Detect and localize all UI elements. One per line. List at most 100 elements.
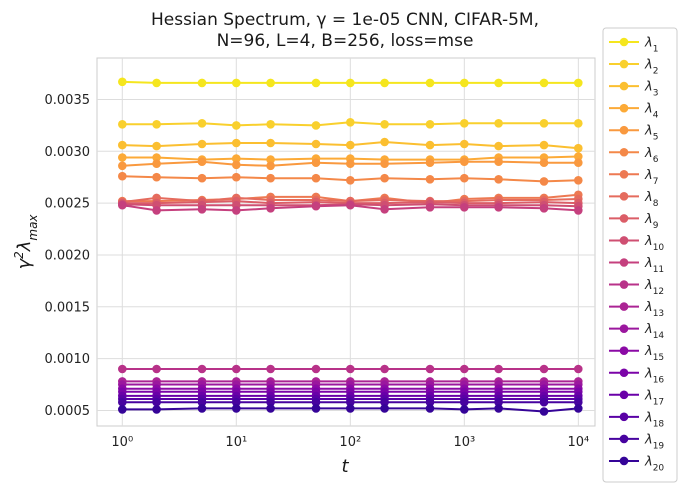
legend-marker bbox=[619, 192, 629, 201]
data-point bbox=[266, 155, 275, 164]
data-point bbox=[425, 158, 435, 167]
data-point bbox=[460, 405, 469, 414]
data-point bbox=[197, 139, 207, 149]
legend-marker bbox=[619, 412, 629, 422]
legend-entries: λ1λ2λ3λ4λ5λ6λ7λ8λ9λ10λ11λ12λ13λ14λ15λ16λ… bbox=[609, 36, 664, 473]
legend-marker bbox=[619, 390, 629, 400]
data-point bbox=[380, 120, 389, 129]
data-point bbox=[574, 143, 583, 153]
data-point bbox=[346, 404, 355, 413]
data-point bbox=[539, 158, 549, 167]
data-point bbox=[152, 405, 161, 414]
data-point bbox=[539, 140, 549, 150]
data-point bbox=[197, 78, 207, 88]
data-point bbox=[425, 175, 435, 184]
legend-frame bbox=[602, 27, 678, 483]
legend-marker bbox=[619, 59, 629, 69]
legend-marker bbox=[619, 280, 629, 289]
data-point bbox=[380, 137, 389, 147]
legend: λ1λ2λ3λ4λ5λ6λ7λ8λ9λ10λ11λ12λ13λ14λ15λ16λ… bbox=[602, 27, 678, 483]
data-point bbox=[152, 153, 161, 162]
axis-ticks: 10⁰ 10¹ 10² 10³ 10⁴ 0.0005 0.0010 0.0015 0.0020 0… bbox=[45, 93, 590, 450]
data-point bbox=[266, 364, 275, 374]
data-point bbox=[232, 206, 241, 215]
data-point bbox=[494, 78, 503, 88]
data-point bbox=[232, 172, 241, 182]
data-point bbox=[197, 205, 207, 214]
data-point bbox=[574, 119, 583, 128]
data-point bbox=[118, 161, 127, 171]
series-λ1 bbox=[118, 77, 583, 88]
data-point bbox=[380, 173, 389, 183]
data-point bbox=[346, 397, 355, 407]
data-point bbox=[539, 177, 549, 186]
data-point bbox=[574, 176, 583, 185]
legend-marker bbox=[619, 258, 629, 267]
data-point bbox=[197, 119, 207, 128]
data-point bbox=[574, 158, 583, 167]
data-point bbox=[425, 203, 435, 212]
data-point bbox=[197, 157, 207, 166]
data-point bbox=[152, 141, 161, 151]
x-tick-label: 10⁰ bbox=[111, 435, 133, 450]
data-point bbox=[380, 78, 389, 88]
y-tick-label: 0.0025 bbox=[45, 197, 91, 212]
data-point bbox=[494, 157, 503, 166]
data-point bbox=[494, 203, 503, 212]
legend-marker bbox=[619, 125, 629, 135]
data-point bbox=[494, 119, 503, 128]
data-point bbox=[494, 397, 503, 407]
data-point bbox=[425, 140, 435, 150]
legend-marker bbox=[619, 346, 629, 356]
data-point bbox=[574, 78, 583, 88]
legend-marker bbox=[619, 147, 629, 157]
data-point bbox=[574, 364, 583, 374]
data-point bbox=[118, 171, 127, 181]
data-point bbox=[197, 404, 207, 413]
data-point bbox=[118, 405, 127, 414]
series-λ3 bbox=[118, 137, 583, 153]
data-point bbox=[197, 397, 207, 407]
legend-marker bbox=[619, 324, 629, 333]
data-point bbox=[266, 138, 275, 148]
legend-marker bbox=[619, 81, 629, 91]
series-lines bbox=[118, 77, 583, 416]
x-tick-label: 10⁴ bbox=[567, 435, 589, 450]
y-axis-label: γ2λmax bbox=[12, 214, 40, 270]
data-point bbox=[460, 173, 469, 183]
data-point bbox=[494, 175, 503, 184]
data-point bbox=[152, 120, 161, 129]
data-point bbox=[311, 78, 321, 88]
data-point bbox=[539, 204, 549, 213]
data-point bbox=[266, 204, 275, 213]
series-λ6 bbox=[118, 171, 583, 186]
legend-marker bbox=[619, 368, 629, 378]
data-point bbox=[311, 404, 321, 413]
data-point bbox=[460, 119, 469, 128]
data-point bbox=[311, 139, 321, 149]
data-point bbox=[311, 201, 321, 211]
series-λ2 bbox=[118, 118, 583, 130]
data-point bbox=[346, 159, 355, 168]
legend-marker bbox=[619, 103, 629, 113]
data-point bbox=[539, 397, 549, 407]
data-point bbox=[152, 364, 161, 374]
data-point bbox=[380, 159, 389, 168]
legend-marker bbox=[619, 214, 629, 223]
data-point bbox=[380, 404, 389, 413]
data-point bbox=[118, 200, 127, 210]
data-point bbox=[539, 78, 549, 88]
data-point bbox=[266, 78, 275, 88]
legend-entry: λ3 bbox=[609, 80, 658, 99]
series-λ5 bbox=[118, 157, 583, 171]
data-point bbox=[539, 364, 549, 374]
data-point bbox=[266, 120, 275, 129]
data-point bbox=[494, 404, 503, 413]
data-point bbox=[197, 364, 207, 374]
data-point bbox=[118, 397, 127, 407]
data-point bbox=[425, 404, 435, 413]
data-point bbox=[152, 159, 161, 168]
data-point bbox=[346, 78, 355, 88]
plot-area bbox=[96, 57, 596, 427]
